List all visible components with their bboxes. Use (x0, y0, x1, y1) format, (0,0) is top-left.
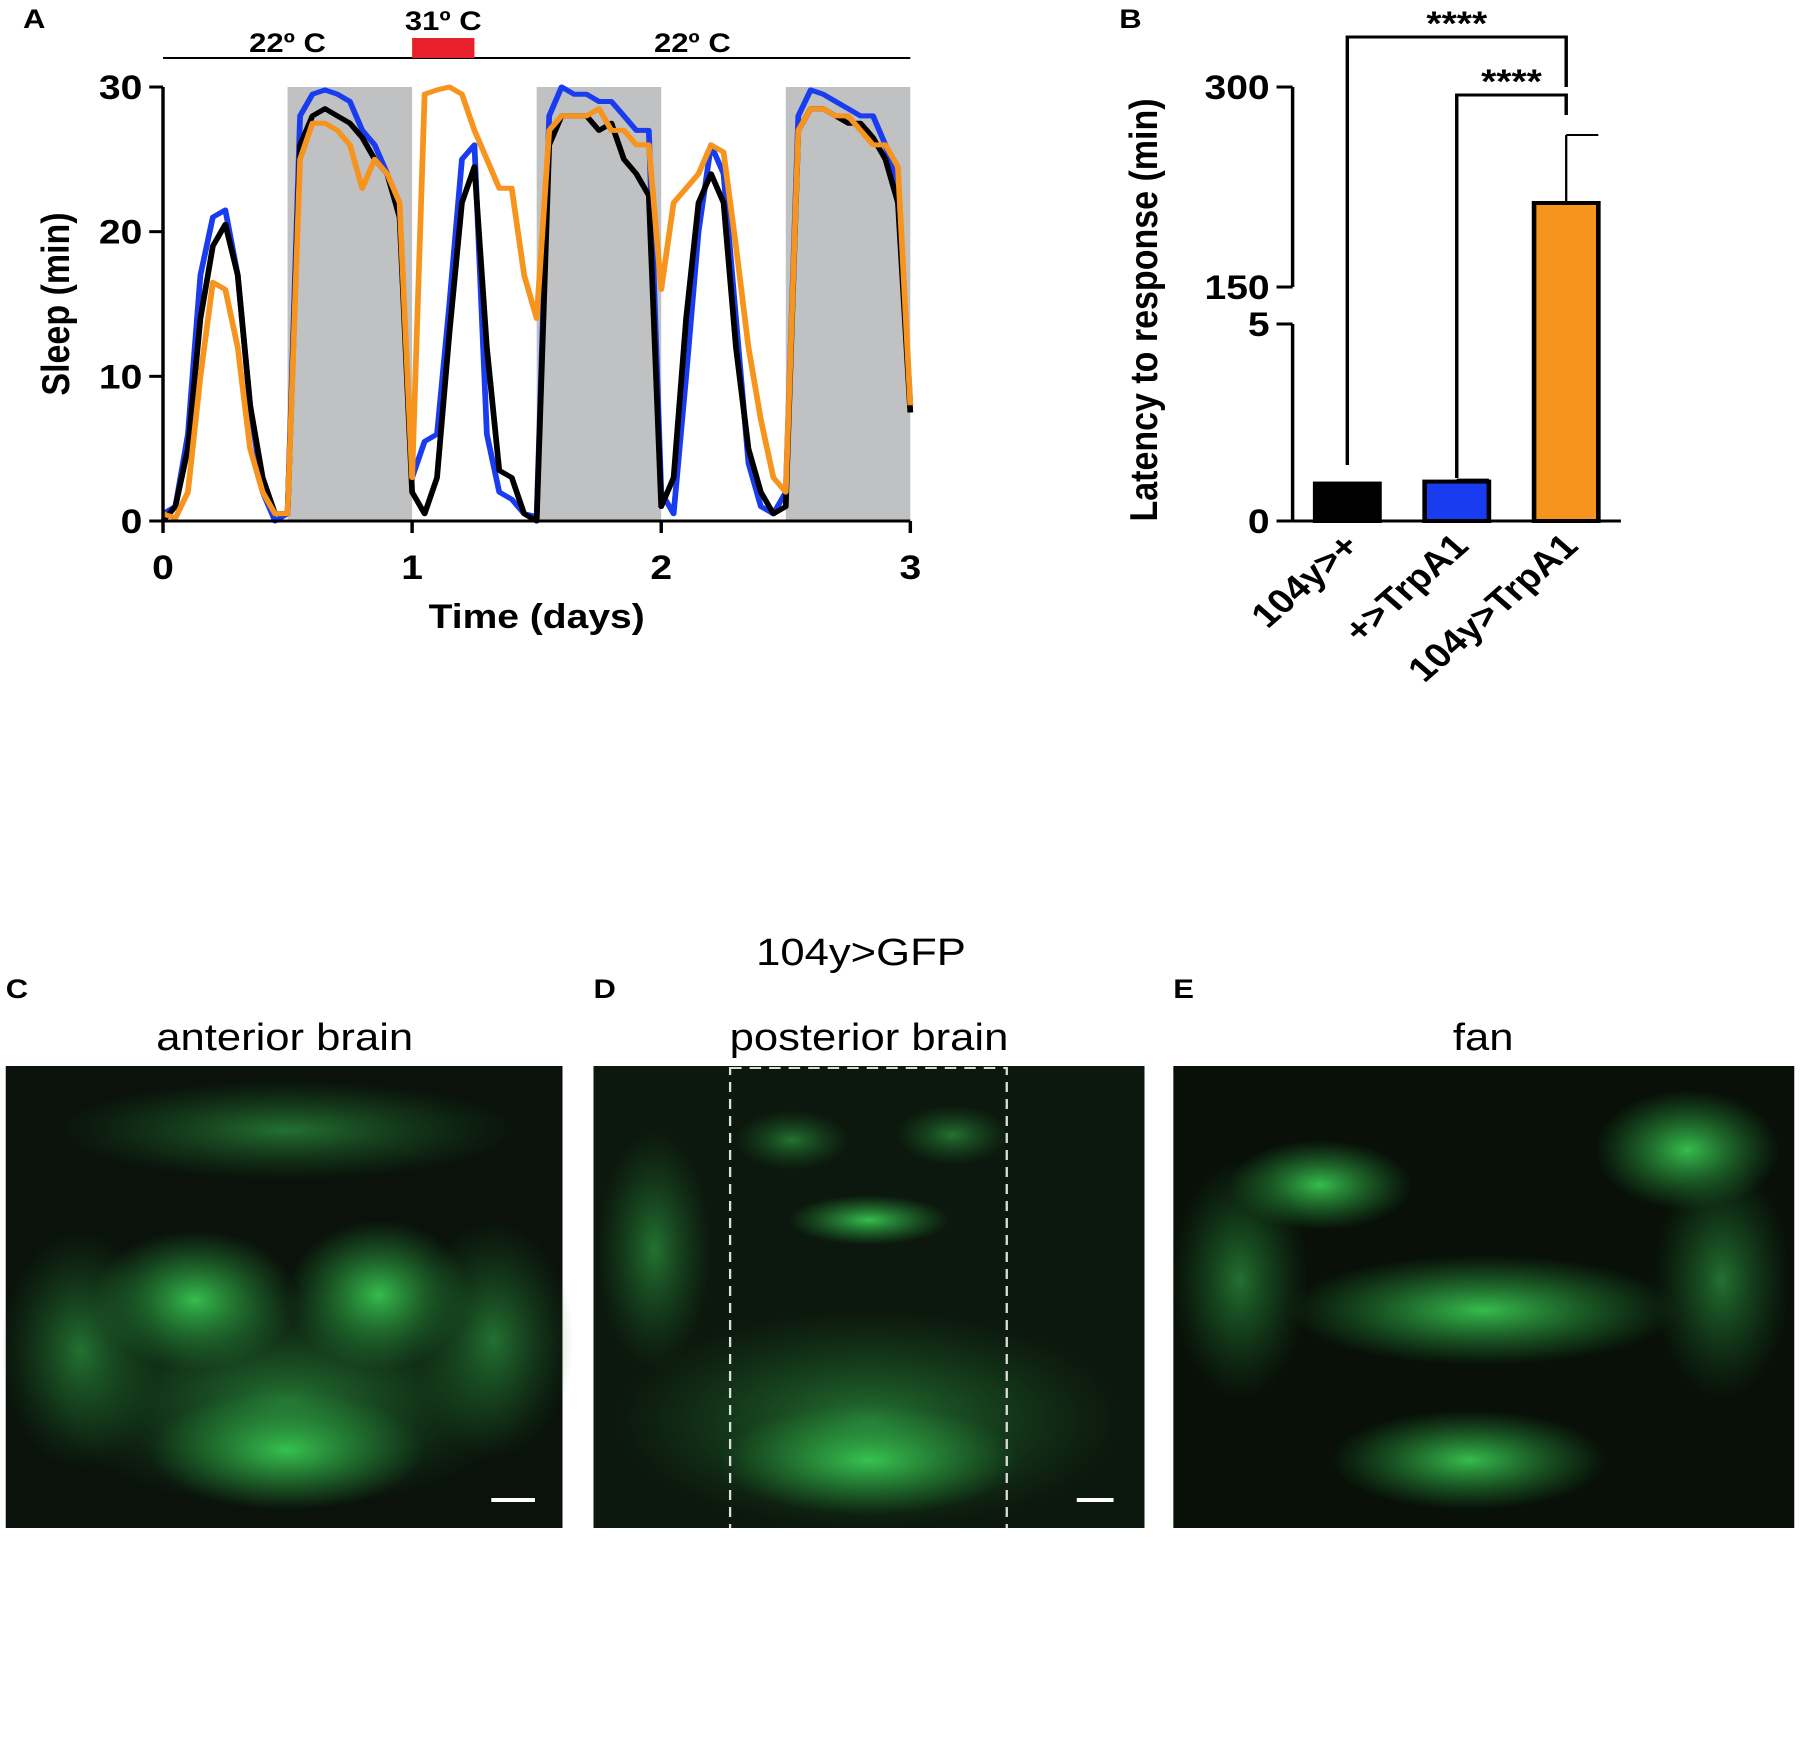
significance-bracket (1345, 35, 1568, 465)
figure-title: 104y>GFP (756, 931, 966, 974)
series-line (161, 84, 914, 521)
y-tick-label: 10 (99, 358, 142, 396)
panel-label: E (1173, 975, 1194, 1005)
micrograph-e (1170, 1066, 1795, 1528)
panel-label: A (23, 5, 45, 35)
significance-label: **** (1426, 4, 1488, 42)
panel-title: posterior brain (730, 1016, 1009, 1059)
temperature-label: 31º C (405, 7, 482, 37)
panel-label: C (6, 975, 28, 1005)
micrograph-d (593, 1066, 1145, 1588)
y-tick-label: 0 (1248, 502, 1270, 540)
panel-label: B (1119, 5, 1141, 35)
temperature-bar (412, 38, 475, 58)
y-tick-label: 20 (99, 213, 142, 251)
x-tick-label: 2 (650, 548, 672, 586)
x-tick-label: 0 (152, 548, 174, 586)
micrograph-c (0, 1066, 574, 1528)
panel-title: anterior brain (156, 1016, 413, 1059)
y-axis-label: Sleep (min) (34, 212, 78, 395)
night-shading (287, 87, 413, 521)
panel-title: fan (1453, 1016, 1514, 1059)
x-tick-label: 3 (899, 548, 921, 586)
bar (1531, 201, 1601, 523)
y-tick-label: 30 (99, 68, 142, 106)
y-tick-label: 300 (1205, 68, 1270, 106)
bar (1422, 479, 1492, 524)
x-tick-label: 1 (401, 548, 423, 586)
temperature-label: 22º C (654, 29, 731, 59)
panel-label: D (593, 975, 615, 1005)
bar (1312, 481, 1382, 524)
x-axis-label: Time (days) (429, 597, 645, 635)
panel-a: A 22º C 31º C 22º C 0 10 20 30 0 1 2 3 Time (days) Sl… (23, 5, 921, 636)
significance-bracket (1455, 93, 1568, 478)
panel-b: B05150300104y>++>TrpA1104y>TrpA1********… (1119, 4, 1621, 689)
y-tick-label: 150 (1205, 268, 1270, 306)
significance-label: **** (1481, 62, 1543, 100)
y-tick-label: 5 (1248, 305, 1270, 343)
y-tick-label: 0 (121, 502, 143, 540)
y-axis-label: Latency to response (min) (1122, 98, 1166, 521)
night-shading (536, 87, 662, 521)
temperature-label: 22º C (249, 29, 326, 59)
